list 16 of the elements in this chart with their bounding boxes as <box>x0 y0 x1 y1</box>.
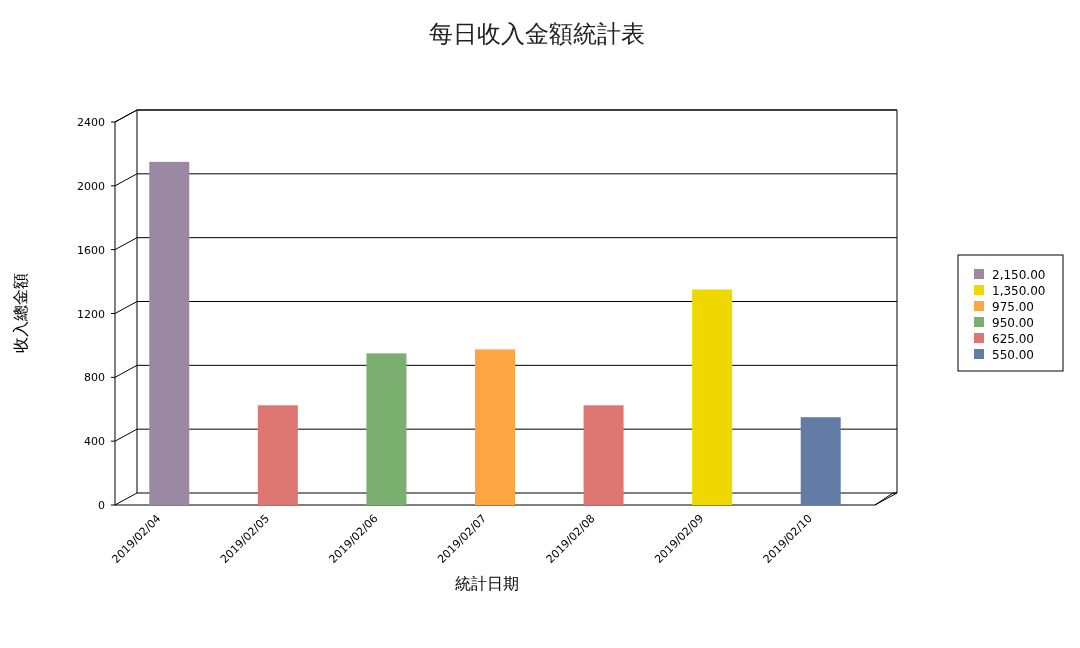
x-axis-title: 統計日期 <box>455 574 519 593</box>
legend-label: 950.00 <box>992 316 1034 330</box>
legend-label: 625.00 <box>992 332 1034 346</box>
chart-title: 每日收入金額統計表 <box>429 20 645 48</box>
y-tick-label: 2000 <box>77 179 105 193</box>
y-tick-label: 400 <box>84 435 105 449</box>
legend-label: 550.00 <box>992 348 1034 362</box>
y-tick-label: 2400 <box>77 116 105 129</box>
y-tick-label: 800 <box>84 371 105 385</box>
legend-label: 1,350.00 <box>992 284 1046 298</box>
y-axis-title: 收入總金額 <box>11 273 30 353</box>
y-tick-label: 1200 <box>77 307 105 321</box>
y-tick-label: 0 <box>98 499 105 512</box>
legend-label: 2,150.00 <box>992 268 1046 282</box>
legend-label: 975.00 <box>992 300 1034 314</box>
y-tick-label: 1600 <box>77 243 105 257</box>
